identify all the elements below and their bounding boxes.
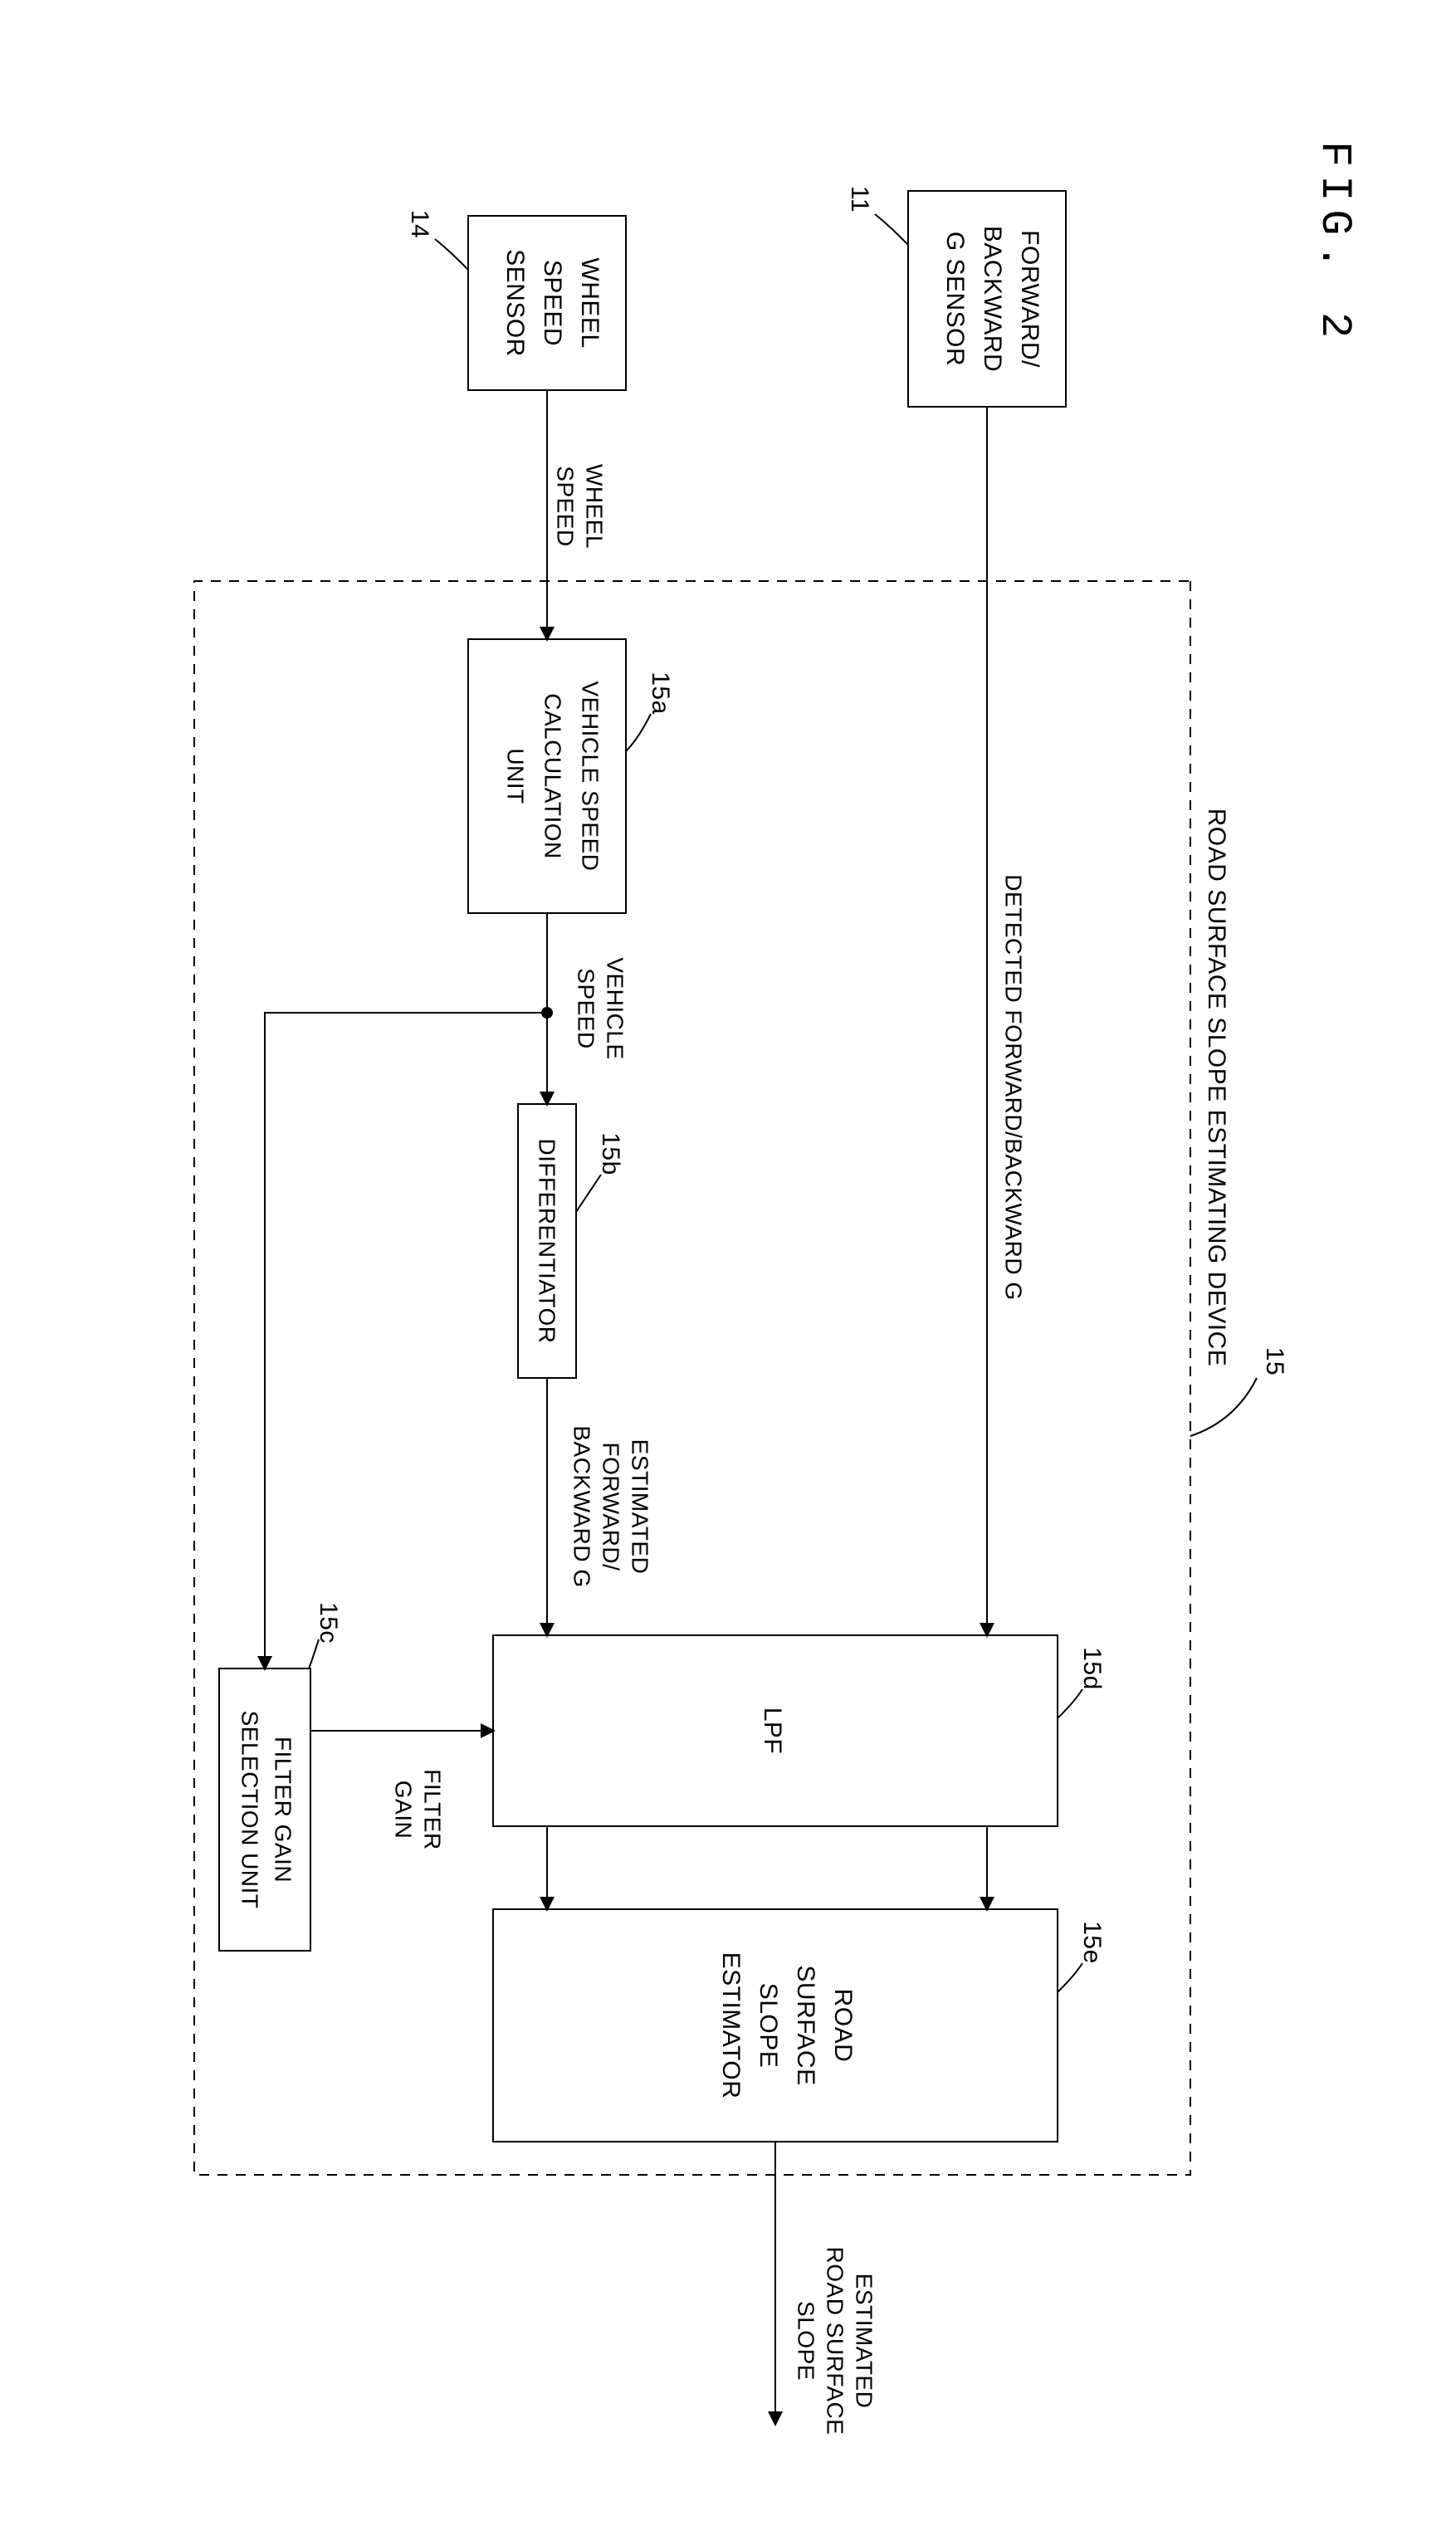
g-sensor-line3: G SENSOR bbox=[941, 232, 969, 366]
fgsu-line1: FILTER GAIN bbox=[271, 1737, 296, 1883]
filter-gain-lbl2: GAIN bbox=[391, 1781, 417, 1839]
wheel-sensor-line3: SENSOR bbox=[501, 249, 529, 357]
diff-block: DIFFERENTIATOR bbox=[518, 1104, 576, 1378]
vscu-ref: 15a bbox=[647, 672, 674, 715]
output-lbl2: ROAD SURFACE bbox=[823, 2247, 848, 2436]
rsse-ref-leader bbox=[1058, 1963, 1082, 1992]
g-sensor-line1: FORWARD/ bbox=[1016, 230, 1043, 368]
filter-gain-lbl1: FILTER bbox=[420, 1769, 446, 1849]
wheel-speed-lbl1: WHEEL bbox=[582, 464, 608, 549]
diff-ref: 15b bbox=[597, 1132, 624, 1175]
fgsu-line2: SELECTION UNIT bbox=[237, 1711, 263, 1909]
rsse-ref: 15e bbox=[1078, 1921, 1106, 1964]
est-g-lbl2: FORWARD/ bbox=[599, 1443, 624, 1571]
fgsu-block: FILTER GAIN SELECTION UNIT bbox=[219, 1668, 310, 1951]
detected-g-label: DETECTED FORWARD/BACKWARD G bbox=[1001, 874, 1027, 1300]
wheel-sensor-block: WHEEL SPEED SENSOR bbox=[468, 216, 626, 390]
wire-vspeed-fgsu bbox=[265, 1013, 547, 1668]
rsse-line4: ESTIMATOR bbox=[717, 1952, 745, 2099]
lpf-ref-leader bbox=[1058, 1689, 1082, 1718]
vehicle-speed-lbl1: VEHICLE bbox=[603, 957, 628, 1059]
vscu-line2: CALCULATION bbox=[540, 693, 566, 858]
device-ref: 15 bbox=[1261, 1347, 1288, 1375]
g-sensor-ref: 11 bbox=[846, 186, 873, 213]
g-sensor-ref-leader bbox=[875, 214, 908, 245]
rsse-line1: ROAD bbox=[829, 1989, 857, 2063]
device-title-label: ROAD SURFACE SLOPE ESTIMATING DEVICE bbox=[1203, 809, 1230, 1367]
wheel-sensor-ref: 14 bbox=[406, 210, 433, 238]
vscu-line3: UNIT bbox=[503, 748, 529, 804]
diff-label: DIFFERENTIATOR bbox=[535, 1138, 560, 1343]
wheel-speed-lbl2: SPEED bbox=[553, 466, 579, 546]
wheel-sensor-ref-leader bbox=[435, 239, 468, 270]
rsse-block: ROAD SURFACE SLOPE ESTIMATOR bbox=[493, 1909, 1058, 2142]
lpf-ref: 15d bbox=[1078, 1647, 1106, 1690]
wheel-sensor-line1: WHEEL bbox=[576, 257, 603, 348]
figure-label: FIG. 2 bbox=[1310, 141, 1359, 346]
lpf-block: LPF bbox=[493, 1635, 1058, 1826]
rsse-line2: SURFACE bbox=[792, 1965, 819, 2085]
g-sensor-line2: BACKWARD bbox=[979, 226, 1006, 372]
output-lbl3: SLOPE bbox=[794, 2301, 819, 2381]
fgsu-ref: 15c bbox=[315, 1602, 342, 1644]
est-g-lbl3: BACKWARD G bbox=[569, 1425, 595, 1587]
diff-ref-leader bbox=[576, 1175, 601, 1212]
output-lbl1: ESTIMATED bbox=[852, 2274, 877, 2409]
lpf-label: LPF bbox=[759, 1708, 786, 1755]
g-sensor-block: FORWARD/ BACKWARD G SENSOR bbox=[908, 191, 1066, 407]
rsse-line3: SLOPE bbox=[755, 1983, 782, 2069]
vscu-block: VEHICLE SPEED CALCULATION UNIT bbox=[468, 639, 626, 913]
vehicle-speed-lbl2: SPEED bbox=[574, 968, 599, 1048]
vscu-line1: VEHICLE SPEED bbox=[578, 681, 603, 871]
wheel-sensor-line2: SPEED bbox=[539, 260, 566, 346]
fgsu-ref-leader bbox=[309, 1639, 319, 1668]
est-g-lbl1: ESTIMATED bbox=[628, 1439, 653, 1575]
device-ref-leader bbox=[1190, 1378, 1257, 1436]
vscu-ref-leader bbox=[626, 714, 651, 751]
